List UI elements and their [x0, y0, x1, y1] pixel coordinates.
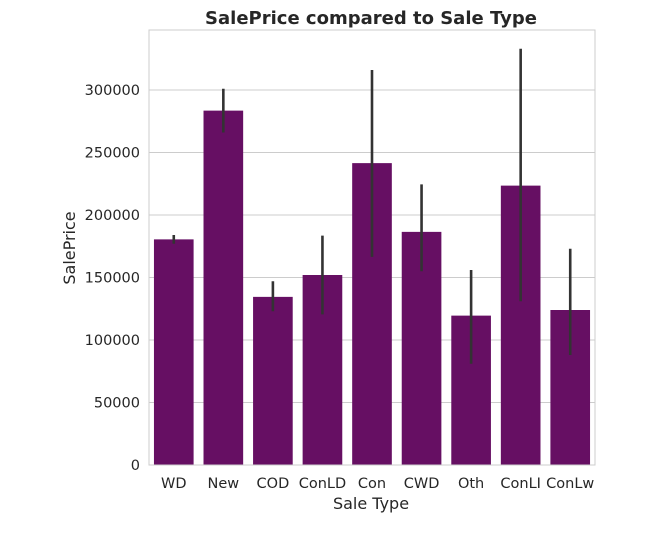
x-tick-label-cwd: CWD [404, 476, 440, 492]
x-tick-label-oth: Oth [458, 476, 484, 492]
plot-frame [148, 29, 596, 466]
x-tick-label-new: New [208, 476, 240, 492]
y-tick-label: 150000 [85, 271, 140, 287]
x-tick-label-wd: WD [161, 476, 187, 492]
x-axis-label: Sale Type [333, 494, 409, 513]
y-tick-label: 200000 [85, 208, 140, 224]
y-tick-label: 300000 [85, 83, 140, 99]
x-tick-label-conld: ConLD [299, 476, 346, 492]
x-tick-label-conlw: ConLw [546, 476, 594, 492]
bar-wd [153, 239, 194, 465]
bar-new [203, 110, 244, 465]
y-tick-label: 250000 [85, 146, 140, 162]
x-tick-labels: WD New COD ConLD Con CWD Oth ConLI ConLw [161, 476, 594, 492]
y-tick-label: 100000 [85, 333, 140, 349]
x-tick-label-conli: ConLI [500, 476, 541, 492]
chart-title: SalePrice compared to Sale Type [205, 8, 537, 29]
bars [153, 110, 591, 465]
x-tick-label-con: Con [358, 476, 386, 492]
y-tick-labels: 0 50000 100000 150000 200000 250000 300000 [85, 83, 140, 474]
x-tick-label-cod: COD [257, 476, 290, 492]
y-axis-label: SalePrice [60, 211, 79, 284]
bar-cod [253, 296, 293, 465]
y-tick-label: 0 [131, 458, 140, 474]
error-bars [172, 48, 572, 364]
y-tick-label: 50000 [94, 396, 140, 412]
